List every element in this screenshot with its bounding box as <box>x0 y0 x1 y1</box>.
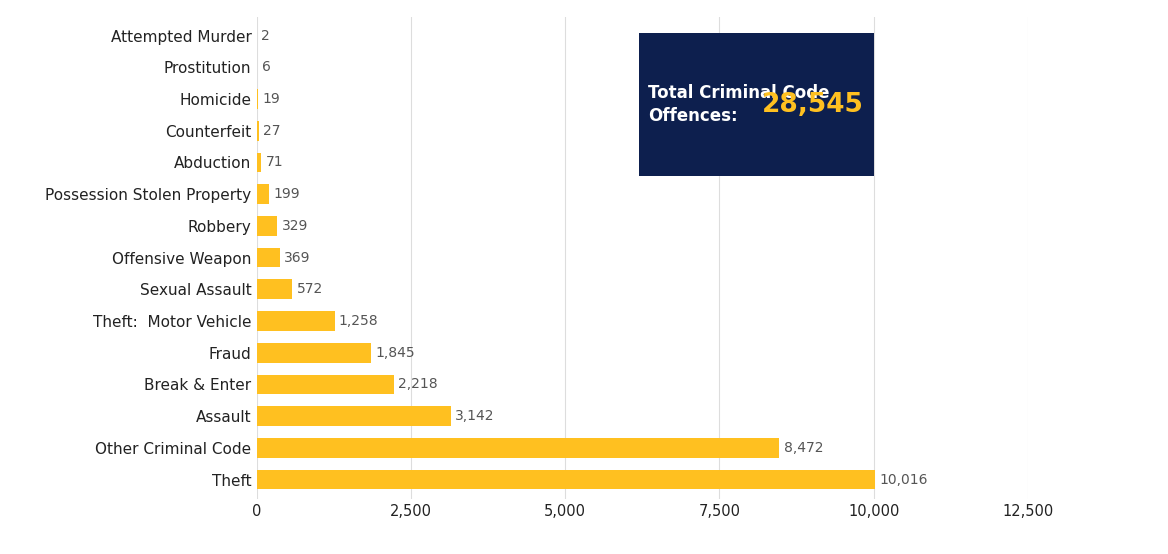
Bar <box>257 184 270 204</box>
Text: 1,845: 1,845 <box>375 346 415 360</box>
Text: 369: 369 <box>284 250 311 265</box>
Text: 8,472: 8,472 <box>784 441 823 455</box>
Text: 199: 199 <box>273 187 300 201</box>
Text: 2,218: 2,218 <box>398 377 438 392</box>
Text: 6: 6 <box>262 60 271 74</box>
Bar <box>257 248 279 268</box>
Bar <box>257 343 370 362</box>
Bar <box>257 121 258 141</box>
Text: 2: 2 <box>262 29 270 43</box>
Bar <box>257 216 277 236</box>
Bar <box>257 153 262 172</box>
Bar <box>257 438 779 458</box>
Bar <box>257 89 258 109</box>
Text: 10,016: 10,016 <box>880 473 927 486</box>
Bar <box>257 470 875 489</box>
Text: 19: 19 <box>263 92 280 106</box>
Bar <box>257 375 394 394</box>
FancyBboxPatch shape <box>639 33 874 176</box>
Bar <box>257 311 334 331</box>
Text: 572: 572 <box>297 283 322 296</box>
Text: 1,258: 1,258 <box>339 314 378 328</box>
Text: 3,142: 3,142 <box>456 409 494 423</box>
Text: 71: 71 <box>265 156 284 170</box>
Bar <box>257 406 451 426</box>
Text: 27: 27 <box>263 124 280 138</box>
Text: 28,545: 28,545 <box>762 91 863 117</box>
Bar <box>257 279 292 299</box>
Text: Total Criminal Code
Offences:: Total Criminal Code Offences: <box>648 84 829 125</box>
Text: 329: 329 <box>281 219 308 233</box>
